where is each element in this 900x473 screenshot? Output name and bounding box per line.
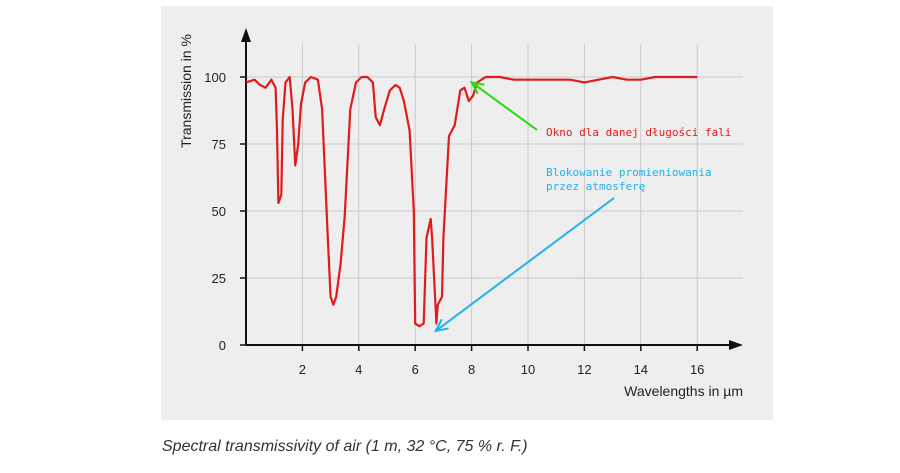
transmission-chart: 2 4 6 8 10 12 14 16 0 25 50 75 100 Okno dla danej dł… [178,28,743,399]
figure-panel [161,6,773,420]
window-arrow [471,81,538,131]
x-tick-label: 10 [521,362,535,377]
x-axis-arrowhead [729,340,743,350]
y-tick-label: 50 [212,204,226,219]
x-tick-label: 2 [299,362,306,377]
x-tick-label: 14 [634,362,648,377]
y-tick-label: 0 [219,338,226,353]
x-tick-label: 6 [412,362,419,377]
blocking-arrow [435,197,615,332]
grid [246,44,743,345]
x-axis-title: Wavelengths in µm [624,383,743,399]
ticks: 2 4 6 8 10 12 14 16 0 25 50 75 100 [204,70,704,377]
y-axis-title: Transmission in % [178,34,194,148]
window-annotation-label: Okno dla danej długości fali [546,126,731,139]
y-tick-label: 25 [212,271,226,286]
blocking-annotation-label: przez atmosferę [546,180,645,193]
axes [241,28,743,350]
window-arrow-head [469,81,485,95]
blocking-annotation-label: Blokowanie promieniowania [546,166,712,179]
x-tick-label: 4 [355,362,362,377]
figure-caption: Spectral transmissivity of air (1 m, 32 … [162,438,528,455]
blocking-arrow-head [433,318,449,333]
y-tick-label: 100 [204,70,226,85]
x-tick-label: 8 [468,362,475,377]
x-tick-label: 16 [690,362,704,377]
series-layer [245,75,698,328]
transmission-series-line [245,75,698,328]
annotations: Okno dla danej długości fali Blokowanie p… [433,81,731,333]
x-tick-label: 12 [577,362,591,377]
y-axis-arrowhead [241,28,251,42]
y-tick-label: 75 [212,137,226,152]
